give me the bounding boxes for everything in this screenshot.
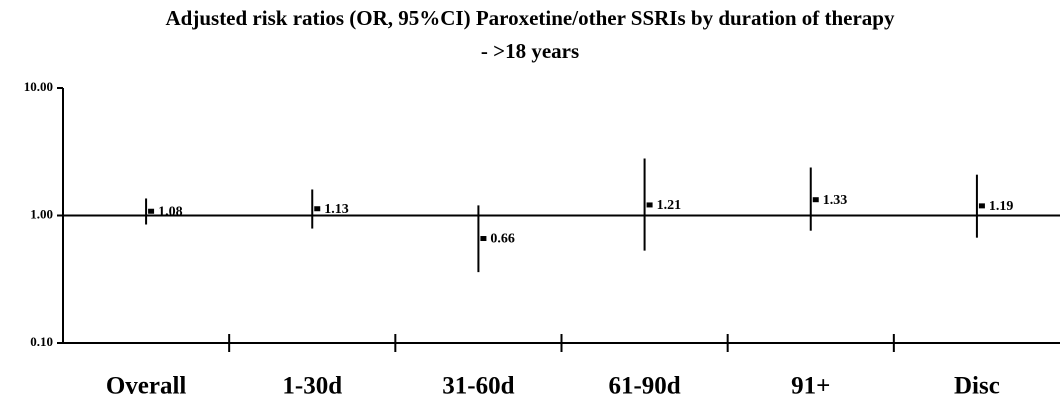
data-label: 1.19 bbox=[989, 199, 1014, 214]
point-estimate bbox=[148, 208, 155, 214]
data-label: 0.66 bbox=[490, 232, 514, 247]
x-tick-label: Overall bbox=[106, 373, 187, 400]
y-tick-label: 10.00 bbox=[24, 79, 53, 94]
y-tick-label: 1.00 bbox=[30, 206, 53, 221]
data-label: 1.21 bbox=[657, 198, 682, 213]
point-estimate bbox=[646, 202, 653, 208]
chart-title: Adjusted risk ratios (OR, 95%CI) Paroxet… bbox=[166, 6, 895, 30]
y-tick-label: 0.10 bbox=[30, 334, 53, 349]
x-tick-label: 1-30d bbox=[282, 373, 342, 400]
point-estimate bbox=[480, 236, 487, 242]
point-estimate bbox=[812, 197, 819, 203]
x-tick-label: 61-90d bbox=[608, 373, 680, 400]
data-label: 1.33 bbox=[823, 193, 848, 208]
point-estimate bbox=[978, 203, 985, 209]
chart-title: - >18 years bbox=[481, 39, 579, 63]
x-tick-label: 91+ bbox=[791, 373, 830, 400]
x-tick-label: Disc bbox=[954, 373, 1000, 400]
data-label: 1.08 bbox=[158, 204, 183, 219]
point-estimate bbox=[314, 206, 321, 212]
data-label: 1.13 bbox=[324, 202, 349, 217]
x-tick-label: 31-60d bbox=[442, 373, 514, 400]
